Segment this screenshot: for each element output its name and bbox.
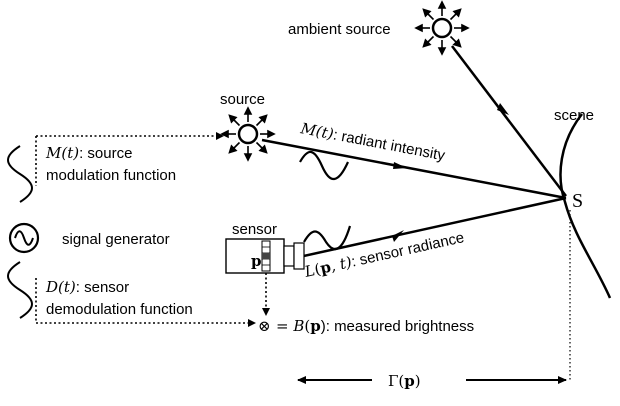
source-wave-icon xyxy=(299,150,350,181)
signal-generator-icon xyxy=(8,222,40,254)
radiant-intensity-label: M(t): radiant intensity xyxy=(298,119,447,164)
sensor-ray xyxy=(271,196,567,265)
gamma-label: Γ(p) xyxy=(388,372,421,390)
source-sun-icon xyxy=(220,106,276,162)
scene-surface xyxy=(559,113,612,299)
sensor-label: sensor xyxy=(232,221,277,238)
sensor-demodulation-label-line1: D(t): sensor xyxy=(45,278,129,296)
ambient-ray-arrow xyxy=(497,103,509,115)
scene-point-label: S xyxy=(572,190,583,212)
sensor-ray-arrow xyxy=(392,230,404,242)
demodulation-arrow xyxy=(248,319,256,327)
scene-label: scene xyxy=(554,107,594,124)
source-ray-arrow xyxy=(393,162,407,169)
ambient-ray xyxy=(451,45,567,197)
source-modulation-label-line1: M(t): source xyxy=(45,144,132,162)
demodulation-wave-icon xyxy=(7,261,33,319)
source-modulation-label-line2: modulation function xyxy=(46,167,176,184)
sensor-camera-icon xyxy=(225,238,305,274)
pixel-label: p xyxy=(251,252,262,270)
sensor-demodulation-label-line2: demodulation function xyxy=(46,301,193,318)
sensor-to-product-arrow xyxy=(262,308,270,316)
product-circled-times-icon: ⊗ xyxy=(258,317,271,335)
source-modulation-arrow xyxy=(216,132,224,140)
ambient-source-sun-icon xyxy=(414,0,470,56)
source-ray xyxy=(261,138,567,200)
source-label: source xyxy=(220,91,265,108)
source-modulation-wave-icon xyxy=(7,145,33,203)
ambient-source-label: ambient source xyxy=(288,21,391,38)
sensor-wave-icon xyxy=(303,225,352,251)
sensor-radiance-label: L(p, t): sensor radiance xyxy=(302,228,466,281)
measured-brightness-label: = B(p): measured brightness xyxy=(276,317,474,335)
signal-generator-label: signal generator xyxy=(62,231,170,248)
